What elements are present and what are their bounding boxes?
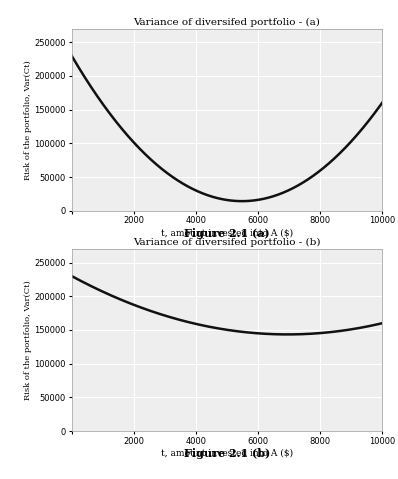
Title: Variance of diversifed portfolio - (a): Variance of diversifed portfolio - (a): [133, 17, 320, 26]
Text: Figure 2.1 (b): Figure 2.1 (b): [184, 448, 270, 459]
Y-axis label: Risk of the portfolio, Var(Ct): Risk of the portfolio, Var(Ct): [24, 60, 32, 180]
Title: Variance of diversifed portfolio - (b): Variance of diversifed portfolio - (b): [133, 238, 321, 247]
Text: Figure 2.1 (a): Figure 2.1 (a): [184, 228, 270, 239]
Y-axis label: Risk of the portfolio, Var(Ct): Risk of the portfolio, Var(Ct): [24, 280, 32, 400]
X-axis label: t, amount invested into A ($): t, amount invested into A ($): [161, 448, 293, 457]
X-axis label: t, amount invested into A ($): t, amount invested into A ($): [161, 228, 293, 237]
